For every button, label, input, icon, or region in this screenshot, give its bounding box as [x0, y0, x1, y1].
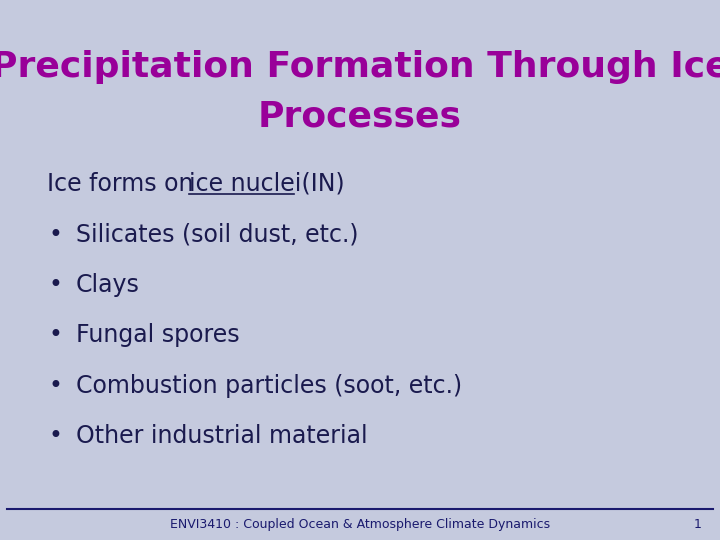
- Text: Clays: Clays: [76, 273, 140, 297]
- Text: ENVI3410 : Coupled Ocean & Atmosphere Climate Dynamics: ENVI3410 : Coupled Ocean & Atmosphere Cl…: [170, 518, 550, 531]
- Text: •: •: [49, 374, 63, 397]
- Text: Ice forms on: Ice forms on: [47, 172, 201, 195]
- Text: (IN): (IN): [294, 172, 344, 195]
- Text: •: •: [49, 323, 63, 347]
- Text: Silicates (soil dust, etc.): Silicates (soil dust, etc.): [76, 223, 358, 247]
- Text: Precipitation Formation Through Ice: Precipitation Formation Through Ice: [0, 51, 720, 84]
- Text: ice nuclei: ice nuclei: [189, 172, 302, 195]
- Text: •: •: [49, 424, 63, 448]
- Text: •: •: [49, 223, 63, 247]
- Text: Fungal spores: Fungal spores: [76, 323, 239, 347]
- Text: Other industrial material: Other industrial material: [76, 424, 367, 448]
- Text: •: •: [49, 273, 63, 297]
- Text: 1: 1: [694, 518, 702, 531]
- Text: Combustion particles (soot, etc.): Combustion particles (soot, etc.): [76, 374, 462, 397]
- Text: Processes: Processes: [258, 99, 462, 133]
